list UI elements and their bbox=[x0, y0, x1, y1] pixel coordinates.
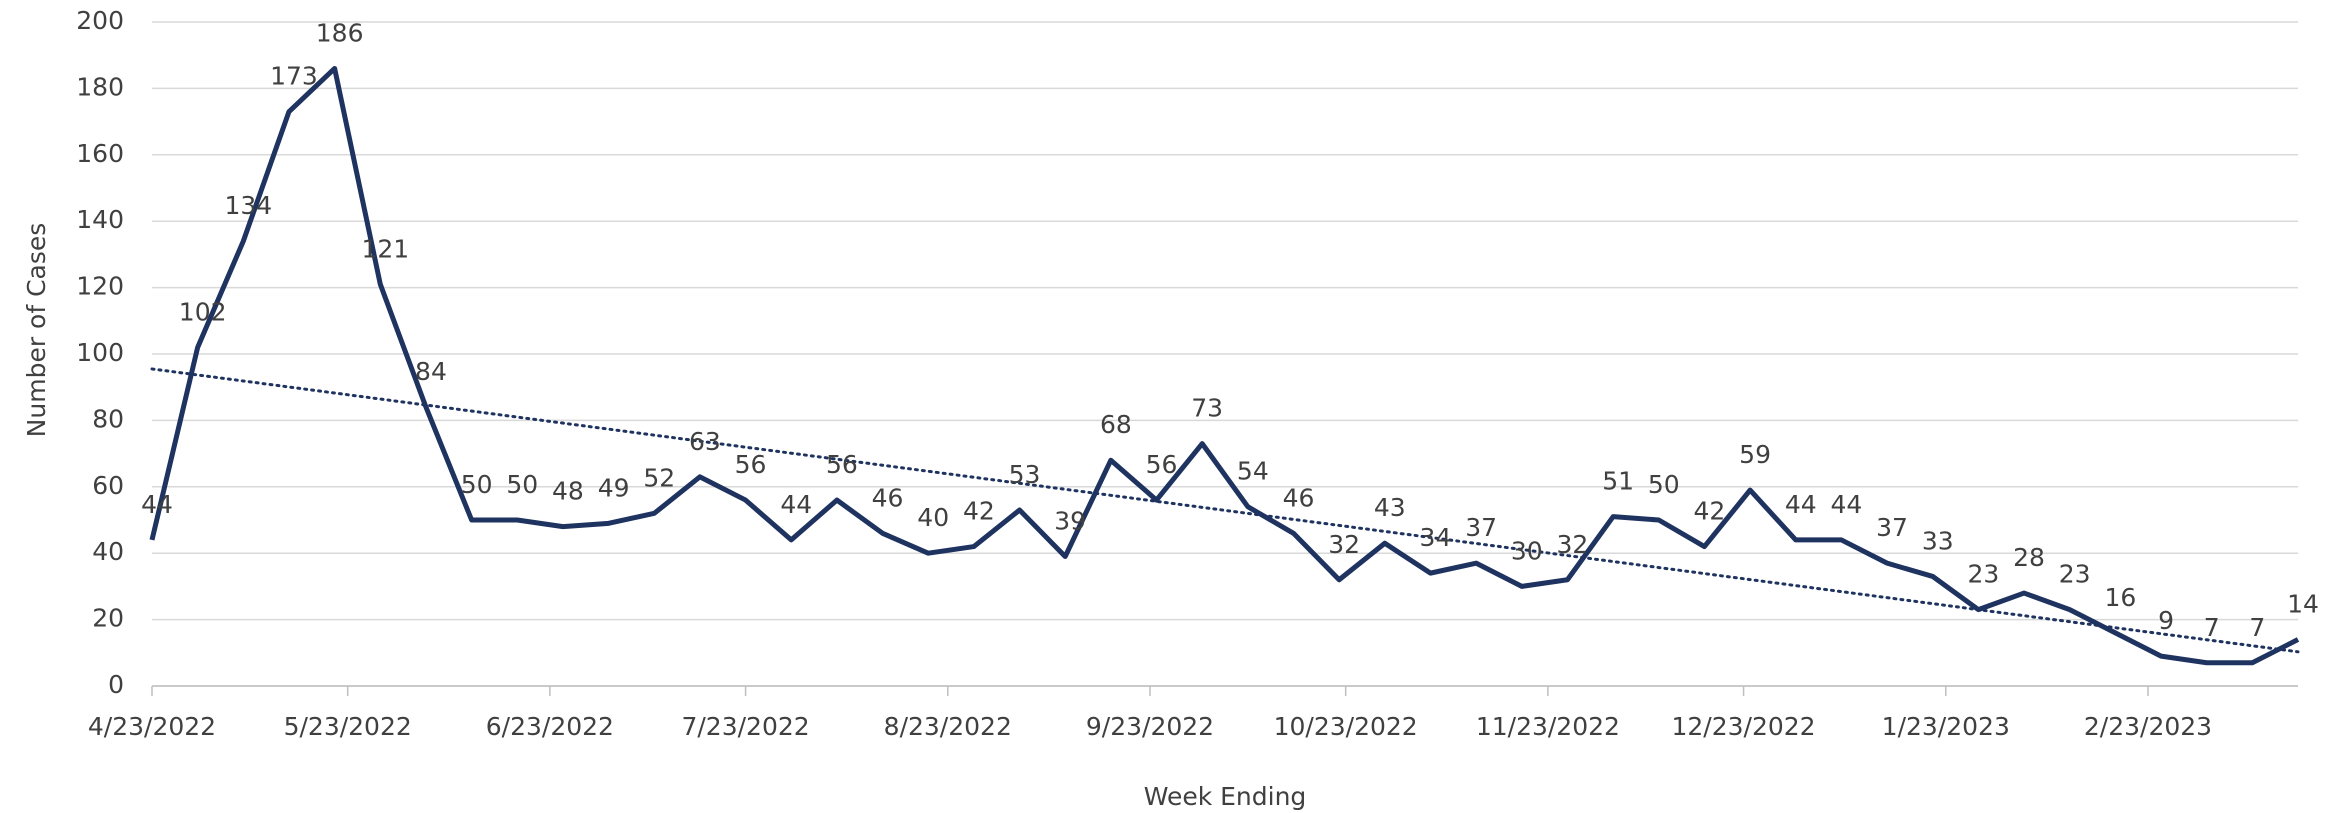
data-label: 7 bbox=[2204, 613, 2220, 642]
y-tick-label: 0 bbox=[108, 670, 124, 699]
x-tick-label: 12/23/2022 bbox=[1672, 712, 1816, 741]
data-label: 54 bbox=[1237, 457, 1269, 486]
data-label: 56 bbox=[826, 450, 858, 479]
data-label: 50 bbox=[1648, 470, 1680, 499]
x-tick-label: 7/23/2022 bbox=[681, 712, 809, 741]
data-label: 7 bbox=[2249, 613, 2265, 642]
data-label: 46 bbox=[872, 483, 904, 512]
y-tick-label: 140 bbox=[76, 205, 124, 234]
data-label: 134 bbox=[224, 191, 272, 220]
data-label: 32 bbox=[1328, 530, 1360, 559]
data-label: 16 bbox=[2104, 583, 2136, 612]
y-tick-label: 160 bbox=[76, 139, 124, 168]
x-tick-label: 8/23/2022 bbox=[884, 712, 1012, 741]
data-label: 50 bbox=[506, 470, 538, 499]
data-label: 32 bbox=[1557, 530, 1589, 559]
data-label: 33 bbox=[1922, 526, 1954, 555]
y-tick-label: 80 bbox=[92, 404, 124, 433]
y-tick-label: 40 bbox=[92, 537, 124, 566]
data-label: 14 bbox=[2287, 590, 2319, 619]
data-label: 44 bbox=[780, 490, 812, 519]
data-label: 73 bbox=[1191, 394, 1223, 423]
data-label: 42 bbox=[963, 497, 995, 526]
data-label: 44 bbox=[1785, 490, 1817, 519]
data-label: 51 bbox=[1602, 467, 1634, 496]
data-label: 63 bbox=[689, 427, 721, 456]
data-label: 43 bbox=[1374, 493, 1406, 522]
data-label: 28 bbox=[2013, 543, 2045, 572]
x-axis-title: Week Ending bbox=[1144, 782, 1307, 811]
data-label: 9 bbox=[2158, 606, 2174, 635]
data-label: 30 bbox=[1511, 536, 1543, 565]
data-label: 53 bbox=[1009, 460, 1041, 489]
y-tick-label: 60 bbox=[92, 471, 124, 500]
data-label: 68 bbox=[1100, 410, 1132, 439]
data-label: 49 bbox=[598, 473, 630, 502]
data-label: 23 bbox=[2059, 560, 2091, 589]
data-label: 56 bbox=[735, 450, 767, 479]
x-tick-label: 2/23/2023 bbox=[2084, 712, 2212, 741]
data-label: 37 bbox=[1465, 513, 1497, 542]
data-label: 48 bbox=[552, 477, 584, 506]
data-label: 46 bbox=[1283, 483, 1315, 512]
data-label: 44 bbox=[141, 490, 173, 519]
data-line bbox=[149, 65, 2300, 666]
data-label: 44 bbox=[1830, 490, 1862, 519]
y-tick-label: 120 bbox=[76, 272, 124, 301]
data-label: 102 bbox=[179, 297, 227, 326]
x-tick-label: 10/23/2022 bbox=[1274, 712, 1418, 741]
x-tick-label: 1/23/2023 bbox=[1882, 712, 2010, 741]
data-label: 40 bbox=[917, 503, 949, 532]
data-label: 121 bbox=[361, 234, 409, 263]
data-label: 39 bbox=[1054, 507, 1086, 536]
y-tick-label: 20 bbox=[92, 604, 124, 633]
data-label: 59 bbox=[1739, 440, 1771, 469]
data-label: 52 bbox=[643, 463, 675, 492]
y-tick-label: 180 bbox=[76, 72, 124, 101]
x-tick-label: 11/23/2022 bbox=[1476, 712, 1620, 741]
y-tick-label: 100 bbox=[76, 338, 124, 367]
y-axis-title: Number of Cases bbox=[22, 223, 51, 438]
x-tick-label: 4/23/2022 bbox=[88, 712, 216, 741]
data-label: 56 bbox=[1146, 450, 1178, 479]
data-label: 42 bbox=[1694, 497, 1726, 526]
x-tick-label: 9/23/2022 bbox=[1086, 712, 1214, 741]
x-tick-label: 6/23/2022 bbox=[486, 712, 614, 741]
data-label: 186 bbox=[316, 18, 364, 47]
data-label: 84 bbox=[415, 357, 447, 386]
data-label: 23 bbox=[1967, 560, 1999, 589]
data-label: 173 bbox=[270, 62, 318, 91]
x-tick-label: 5/23/2022 bbox=[284, 712, 412, 741]
data-label: 34 bbox=[1420, 523, 1452, 552]
y-tick-label: 200 bbox=[76, 6, 124, 35]
data-label: 50 bbox=[461, 470, 493, 499]
data-label: 37 bbox=[1876, 513, 1908, 542]
